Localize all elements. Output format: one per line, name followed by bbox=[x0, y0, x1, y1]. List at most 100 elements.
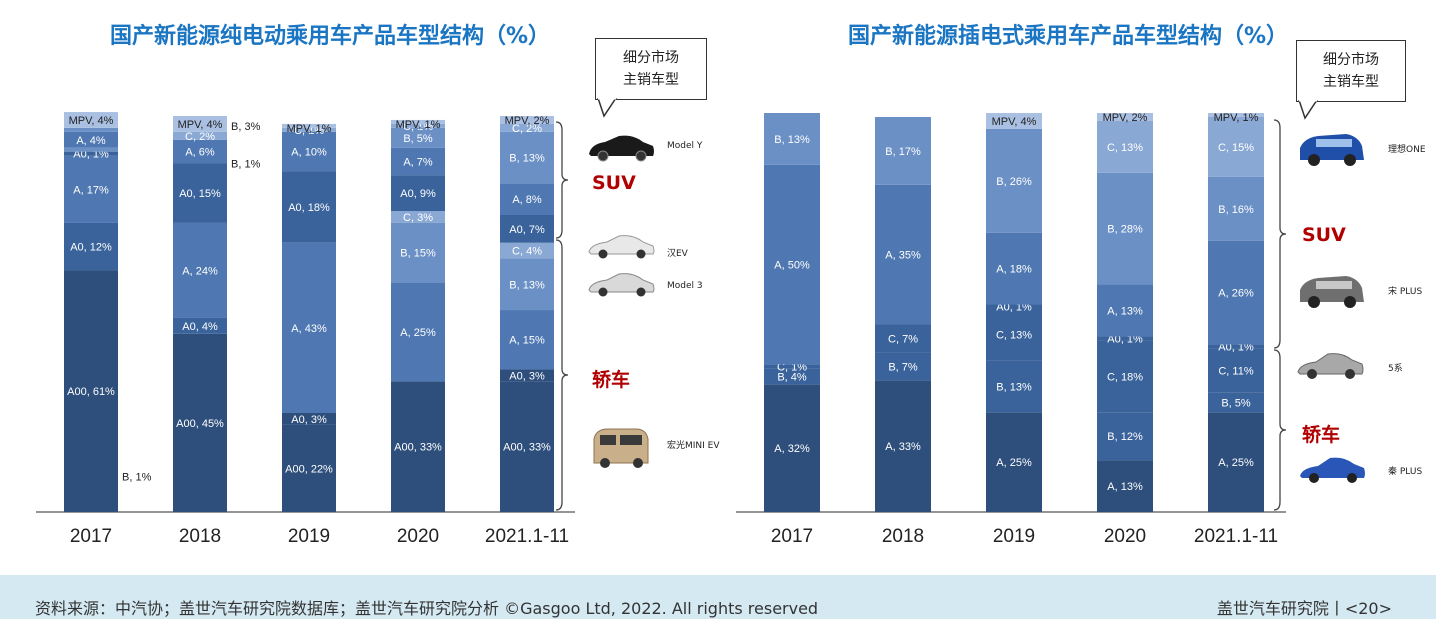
bar-segment bbox=[1097, 120, 1153, 173]
bar-segment bbox=[282, 123, 336, 128]
chart-title: 国产新能源纯电动乘用车产品车型结构（%） bbox=[109, 24, 551, 49]
segment-label: A0, 3% bbox=[291, 414, 327, 426]
segment-label: A, 8% bbox=[512, 194, 542, 206]
bar-segment bbox=[173, 131, 227, 140]
bar-segment bbox=[1208, 344, 1264, 349]
bar-segment bbox=[64, 222, 118, 271]
bar-segment bbox=[64, 127, 118, 132]
bar-segment bbox=[1097, 340, 1153, 413]
segment-label: C, 11% bbox=[1218, 365, 1253, 377]
bar-segment bbox=[986, 308, 1042, 361]
bar-segment bbox=[500, 131, 554, 184]
bar-segment bbox=[173, 116, 227, 132]
segment-label: B, 5% bbox=[1221, 397, 1251, 409]
segment-label: A, 7% bbox=[403, 157, 433, 169]
segment-label: MPV, 1% bbox=[1214, 112, 1259, 124]
bar-segment bbox=[500, 369, 554, 382]
car-name: Model Y bbox=[667, 141, 703, 151]
bar-segment bbox=[1097, 460, 1153, 512]
car-name: 理想ONE bbox=[1388, 145, 1426, 155]
segment-label: MPV, 2% bbox=[505, 115, 550, 127]
segment-label: B, 5% bbox=[403, 133, 433, 145]
segment-label: A0, 3% bbox=[509, 370, 545, 382]
segment-label: MPV, 4% bbox=[69, 115, 114, 127]
segment-label: B, 7% bbox=[888, 361, 918, 373]
x-tick-label: 2017 bbox=[771, 526, 813, 547]
suv-label: SUV bbox=[1302, 224, 1346, 246]
segment-label: A0, 4% bbox=[182, 321, 218, 333]
bar-segment bbox=[64, 131, 118, 148]
callout-line2: 主销车型 bbox=[623, 72, 679, 88]
x-tick-label: 2020 bbox=[1104, 526, 1146, 547]
segment-label: A, 25% bbox=[1218, 457, 1254, 469]
bar-segment bbox=[500, 258, 554, 311]
external-label: B, 1% bbox=[231, 159, 261, 171]
bar-segment bbox=[875, 324, 931, 353]
segment-label: A00, 33% bbox=[394, 442, 442, 454]
callout-box: 细分市场 主销车型 bbox=[595, 38, 707, 100]
segment-label: A, 33% bbox=[885, 441, 921, 453]
bar-segment bbox=[1208, 348, 1264, 393]
x-tick-label: 2021.1-11 bbox=[485, 526, 569, 547]
bar-segment bbox=[500, 183, 554, 215]
bar-segment bbox=[391, 381, 445, 512]
bar-segment bbox=[875, 184, 931, 325]
bar-segment bbox=[1097, 172, 1153, 285]
segment-label: C, 13% bbox=[1107, 142, 1143, 154]
segment-label: A, 25% bbox=[400, 327, 436, 339]
bar-segment bbox=[64, 155, 118, 223]
segment-label: B, 28% bbox=[1107, 224, 1143, 236]
segment-label: A00, 22% bbox=[285, 463, 333, 475]
bar-segment bbox=[500, 381, 554, 512]
callout-tail bbox=[597, 98, 617, 118]
bar-segment bbox=[875, 380, 931, 512]
car-model-y-icon bbox=[589, 135, 654, 162]
bar-segment bbox=[391, 175, 445, 212]
car-name: 汉EV bbox=[667, 249, 688, 259]
segment-label: A00, 61% bbox=[67, 386, 115, 398]
segment-label: A0, 15% bbox=[179, 188, 221, 200]
segment-label: B, 13% bbox=[774, 134, 810, 146]
bar-segment bbox=[500, 116, 554, 124]
segment-label: A, 13% bbox=[1107, 481, 1143, 493]
bar-segment bbox=[282, 171, 336, 243]
brace-icon bbox=[555, 121, 569, 239]
sedan-label: 轿车 bbox=[592, 369, 631, 391]
x-tick-label: 2018 bbox=[179, 526, 221, 547]
car-name: Model 3 bbox=[667, 281, 703, 291]
car-name: 宏光MINI EV bbox=[667, 441, 720, 451]
bar-segment bbox=[282, 127, 336, 132]
bar-segment bbox=[1097, 284, 1153, 337]
chart-title: 国产新能源插电式乘用车产品车型结构（%） bbox=[847, 24, 1289, 49]
bar-segment bbox=[391, 119, 445, 124]
segment-label: A0, 9% bbox=[400, 188, 436, 200]
brace-icon bbox=[1273, 349, 1287, 511]
segment-label: A, 6% bbox=[185, 147, 215, 159]
car-5-series-icon bbox=[1297, 353, 1364, 379]
bar-segment bbox=[986, 304, 1042, 309]
bar-segment bbox=[1208, 116, 1264, 177]
segment-label: B, 13% bbox=[509, 279, 545, 291]
segment-label: MPV, 1% bbox=[287, 123, 332, 135]
x-tick-label: 2017 bbox=[70, 526, 112, 547]
segment-label: A00, 45% bbox=[176, 418, 224, 430]
bar-segment bbox=[986, 128, 1042, 233]
bar-segment bbox=[986, 412, 1042, 512]
segment-label: A, 15% bbox=[509, 335, 545, 347]
bar-segment bbox=[173, 139, 227, 164]
bar-segment bbox=[500, 242, 554, 259]
bar-segment bbox=[764, 164, 820, 365]
bar-segment bbox=[1097, 113, 1153, 121]
callout-line1: 细分市场 bbox=[623, 50, 679, 66]
bar-segment bbox=[1208, 412, 1264, 512]
car-name: 宋 PLUS bbox=[1388, 287, 1423, 297]
segment-label: A, 13% bbox=[1107, 306, 1143, 318]
x-tick-label: 2021.1-11 bbox=[1194, 526, 1278, 547]
segment-label: B, 15% bbox=[400, 248, 436, 260]
segment-label: C, 4% bbox=[512, 246, 542, 258]
bar-segment bbox=[282, 424, 336, 512]
x-tick-label: 2018 bbox=[882, 526, 924, 547]
bar-segment bbox=[986, 232, 1042, 305]
bar-segment bbox=[64, 147, 118, 152]
bar-segment bbox=[282, 413, 336, 425]
